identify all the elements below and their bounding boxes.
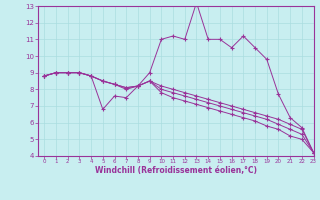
X-axis label: Windchill (Refroidissement éolien,°C): Windchill (Refroidissement éolien,°C): [95, 166, 257, 175]
